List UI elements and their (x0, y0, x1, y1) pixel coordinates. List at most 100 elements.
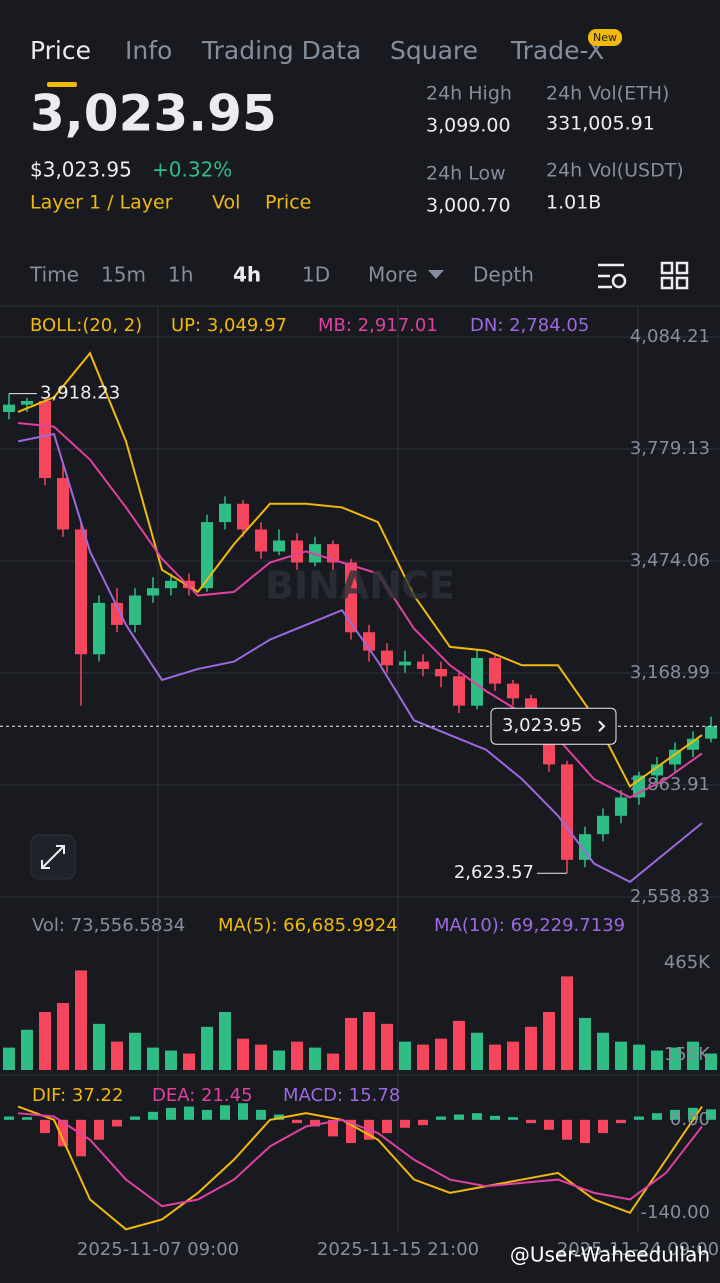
tab-indicator (47, 82, 77, 87)
stat-label: 24h High (426, 83, 512, 105)
volume-bar (345, 1017, 357, 1070)
candle-body (399, 661, 411, 666)
y-tick-label: 155K (664, 1044, 711, 1065)
candle-body (381, 650, 393, 666)
tag[interactable]: Price (265, 192, 311, 214)
low-label: 2,623.57 (454, 862, 534, 883)
indicator-line (17, 432, 703, 884)
legend: BOLL:(20, 2) (30, 315, 142, 336)
tab[interactable]: Trading Data (201, 36, 361, 65)
interval[interactable]: 1h (168, 263, 193, 287)
y-tick-label: 3,474.06 (630, 550, 710, 571)
volume-bar (705, 1053, 717, 1070)
interval[interactable]: Depth (473, 263, 534, 287)
candle-body (75, 529, 87, 655)
last-price-box (490, 707, 617, 745)
stat-label: 24h Vol(ETH) (546, 83, 669, 105)
volume-bar (93, 1023, 105, 1070)
volume-bar (147, 1047, 159, 1070)
macd-bar (238, 1103, 248, 1120)
stat-value: 3,099.00 (426, 115, 511, 137)
candle-body (57, 478, 69, 530)
macd-bar (292, 1119, 302, 1124)
volume-bar (399, 1041, 411, 1070)
dropdown-icon (428, 270, 444, 279)
interval[interactable]: Time (29, 263, 79, 287)
candle-body (507, 683, 519, 699)
candle-body (237, 503, 249, 530)
volume-bar (39, 1011, 51, 1070)
volume-bar (327, 1053, 339, 1070)
macd-bar (652, 1113, 662, 1120)
volume-bar (471, 1032, 483, 1070)
stat-value: 3,000.70 (426, 195, 511, 217)
candle-body (417, 661, 429, 669)
y-tick-label: 0.00 (670, 1109, 710, 1130)
macd-bar (616, 1119, 626, 1124)
volume-bar (651, 1050, 663, 1070)
candle-body (21, 400, 33, 405)
interval[interactable]: More (368, 263, 418, 287)
tag[interactable]: Layer 1 / Layer (30, 192, 173, 214)
candle-body (201, 522, 213, 589)
badge-text: New (593, 31, 617, 44)
tab[interactable]: Square (390, 36, 478, 65)
volume-bar (237, 1038, 249, 1070)
legend: DN: 2,784.05 (470, 315, 589, 336)
layout-icon[interactable] (660, 261, 689, 290)
tab[interactable]: Price (30, 36, 91, 65)
macd-bar (418, 1119, 428, 1126)
y-tick-label: 465K (664, 952, 711, 973)
candle-body (453, 676, 465, 706)
tab[interactable]: Info (125, 36, 172, 65)
stat-value: 331,005.91 (546, 113, 655, 135)
interval[interactable]: 1D (302, 263, 330, 287)
macd-bar (400, 1119, 410, 1128)
candle-body (597, 815, 609, 835)
user-watermark: @User-Waheedullah (510, 1243, 710, 1267)
candle-body (615, 797, 627, 816)
stat-label: 24h Vol(USDT) (546, 160, 684, 182)
y-tick-label: -140.00 (641, 1202, 710, 1223)
candle-body (687, 738, 699, 750)
legend: DIF: 37.22 (32, 1085, 123, 1106)
macd-bar (346, 1119, 356, 1144)
candle-body (147, 588, 159, 596)
legend: MB: 2,917.01 (318, 315, 438, 336)
candle-body (561, 764, 573, 860)
y-tick-label: 4,084.21 (630, 326, 710, 347)
badge (588, 29, 622, 46)
volume-bar (3, 1047, 15, 1070)
volume-bar (579, 1017, 591, 1070)
legend: DEA: 21.45 (152, 1085, 253, 1106)
legend: MACD: 15.78 (283, 1085, 400, 1106)
y-tick-label: 3,168.99 (630, 662, 710, 683)
macd-bar (220, 1105, 230, 1120)
volume-bar (687, 1041, 699, 1070)
volume-bar (435, 1038, 447, 1070)
macd-bar (490, 1115, 500, 1120)
candle-body (291, 540, 303, 563)
candle-body (93, 602, 105, 655)
candle-body (579, 834, 591, 860)
volume-bar (201, 1026, 213, 1070)
volume-bar (75, 970, 87, 1070)
macd-bar (58, 1119, 68, 1147)
volume-bar (255, 1044, 267, 1070)
tag[interactable]: Vol (212, 192, 240, 214)
interval[interactable]: 15m (101, 263, 146, 287)
macd-bar (562, 1119, 572, 1140)
settings-icon[interactable] (598, 263, 627, 289)
interval[interactable]: 4h (233, 263, 261, 287)
volume-bar (615, 1041, 627, 1070)
volume-bar (291, 1041, 303, 1070)
macd-bar (40, 1119, 50, 1134)
candle-body (705, 726, 717, 739)
volume-bar (219, 1011, 231, 1070)
watermark: BINANCE (265, 564, 455, 608)
candle-body (129, 595, 141, 625)
volume-bar (543, 1011, 555, 1070)
macd-bar (688, 1107, 698, 1120)
